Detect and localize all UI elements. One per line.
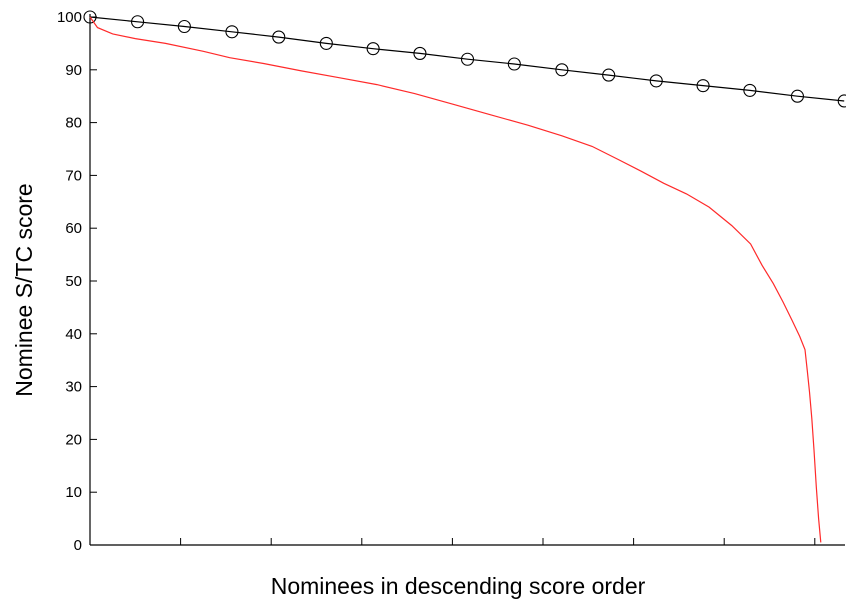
plot-frame (89, 14, 845, 546)
y-tick-label: 20 (65, 431, 82, 448)
data-point (460, 52, 475, 66)
y-tick-label: 40 (65, 326, 82, 343)
y-tick-label: 60 (65, 220, 82, 237)
series-1 (83, 10, 846, 108)
data-point (649, 74, 663, 88)
y-ticks: 0 10 20 30 40 50 60 70 80 90 100 (57, 9, 97, 554)
x-axis-title: Nominees in descending score order (271, 573, 646, 599)
data-point (696, 79, 710, 93)
data-point (319, 36, 333, 50)
y-tick-label: 70 (65, 167, 82, 184)
series-layer (83, 10, 846, 543)
data-point (177, 19, 191, 34)
x-ticks (180, 538, 816, 545)
y-tick-label: 50 (65, 273, 82, 290)
y-tick-label: 0 (74, 537, 82, 554)
data-point (83, 10, 97, 24)
y-tick-label: 80 (65, 115, 82, 132)
y-tick-label: 10 (65, 484, 82, 501)
data-point (790, 89, 804, 103)
series-line (89, 16, 822, 543)
data-point (837, 94, 846, 108)
data-point (366, 42, 380, 56)
data-point (225, 25, 239, 39)
series-2 (89, 16, 822, 543)
y-axis-title: Nominee S/TC score (11, 183, 37, 396)
data-point (272, 30, 286, 44)
data-point (743, 83, 757, 97)
data-point (131, 15, 145, 29)
y-tick-label: 90 (65, 62, 82, 79)
y-tick-label: 100 (57, 9, 82, 26)
data-point (507, 57, 521, 71)
data-point (602, 68, 616, 82)
data-point (413, 46, 427, 60)
data-point (555, 63, 569, 77)
y-tick-label: 30 (65, 379, 82, 396)
series-line (89, 16, 845, 102)
